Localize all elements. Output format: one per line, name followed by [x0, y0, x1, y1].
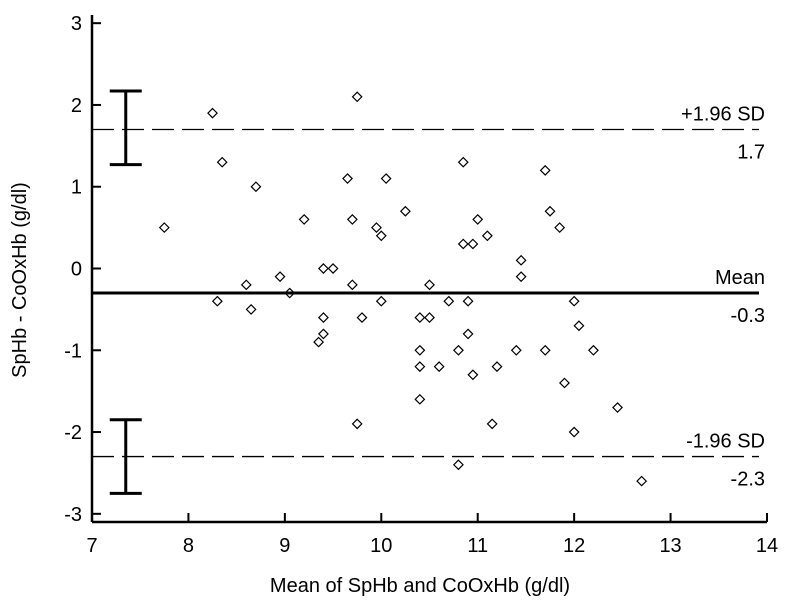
data-point	[317, 263, 329, 274]
data-point	[216, 156, 228, 168]
data-point	[313, 336, 325, 348]
data-point	[539, 344, 551, 356]
y-tick-label: -2	[64, 422, 82, 444]
data-point	[414, 312, 426, 324]
x-tick-label: 14	[756, 535, 778, 557]
data-point	[612, 402, 623, 413]
reference-lines: +1.96 SD 1.7 Mean -0.3 -1.96 SD -2.3	[92, 103, 765, 491]
data-point	[568, 295, 580, 307]
data-point	[636, 475, 648, 487]
x-tick-label: 11	[467, 535, 488, 557]
data-point	[544, 205, 556, 217]
y-tick-label: -1	[64, 340, 82, 362]
data-point	[298, 213, 310, 225]
data-point	[414, 361, 426, 373]
reference-line-name: Mean	[715, 267, 765, 289]
x-tick-label: 7	[86, 535, 97, 557]
data-point	[486, 418, 498, 430]
data-point	[554, 222, 566, 234]
data-point	[467, 369, 479, 381]
data-point	[457, 156, 469, 168]
data-point	[399, 205, 411, 217]
confidence-interval-bar	[109, 418, 142, 495]
data-point	[452, 344, 464, 356]
data-point	[351, 91, 363, 103]
data-point	[573, 320, 585, 332]
data-point	[327, 263, 339, 274]
data-point	[284, 287, 296, 299]
data-point	[240, 279, 252, 291]
reference-line-value: -2.3	[731, 469, 765, 491]
reference-line-name: -1.96 SD	[686, 431, 765, 453]
data-point	[250, 181, 262, 193]
data-point	[481, 230, 493, 242]
data-point	[424, 279, 435, 291]
data-point	[158, 222, 170, 234]
data-point	[317, 312, 329, 324]
data-point	[510, 344, 522, 356]
data-point	[211, 295, 223, 307]
x-axis-title: Mean of SpHb and CoOxHb (g/dl)	[270, 575, 570, 597]
data-point	[245, 303, 257, 315]
data-point	[356, 312, 368, 324]
data-point	[491, 361, 503, 373]
data-point	[587, 344, 599, 356]
y-tick-label: 0	[71, 259, 82, 281]
data-point	[346, 213, 358, 225]
reference-line-value: 1.7	[737, 141, 765, 163]
data-point	[462, 328, 474, 340]
y-tick-label: 3	[71, 13, 82, 35]
x-tick-label: 9	[279, 535, 290, 557]
data-point	[433, 361, 445, 373]
x-tick-label: 10	[370, 535, 392, 557]
data-point	[414, 393, 426, 405]
confidence-bars	[109, 89, 142, 495]
data-point	[539, 164, 551, 176]
data-points	[158, 91, 648, 487]
data-point	[371, 222, 382, 234]
data-point	[351, 418, 363, 430]
data-point	[207, 107, 218, 119]
data-point	[375, 295, 387, 307]
x-tick-label: 13	[659, 535, 681, 557]
y-tick-label: -3	[64, 504, 82, 526]
y-tick-label: 1	[71, 177, 82, 199]
x-tick-label: 8	[183, 535, 194, 557]
data-point	[375, 230, 387, 242]
data-point	[515, 271, 527, 283]
data-point	[317, 328, 329, 340]
data-point	[380, 173, 392, 184]
reference-line-value: -0.3	[731, 305, 765, 327]
y-axis-title: SpHb - CoOxHb (g/dl)	[9, 182, 31, 378]
data-point	[472, 213, 484, 225]
data-point	[467, 238, 479, 250]
data-point	[457, 238, 469, 250]
data-point	[342, 173, 353, 184]
data-point	[462, 295, 474, 307]
data-point	[274, 271, 286, 283]
reference-line-name: +1.96 SD	[681, 103, 765, 125]
confidence-interval-bar	[109, 89, 142, 167]
data-point	[515, 254, 527, 266]
axes	[90, 15, 767, 524]
data-point	[452, 459, 464, 471]
data-point	[443, 295, 455, 307]
data-point	[414, 344, 426, 356]
y-tick-label: 2	[71, 95, 82, 117]
x-tick-label: 12	[563, 535, 585, 557]
data-point	[568, 426, 580, 438]
data-point	[424, 312, 435, 324]
data-point	[559, 377, 570, 389]
data-point	[346, 279, 358, 291]
